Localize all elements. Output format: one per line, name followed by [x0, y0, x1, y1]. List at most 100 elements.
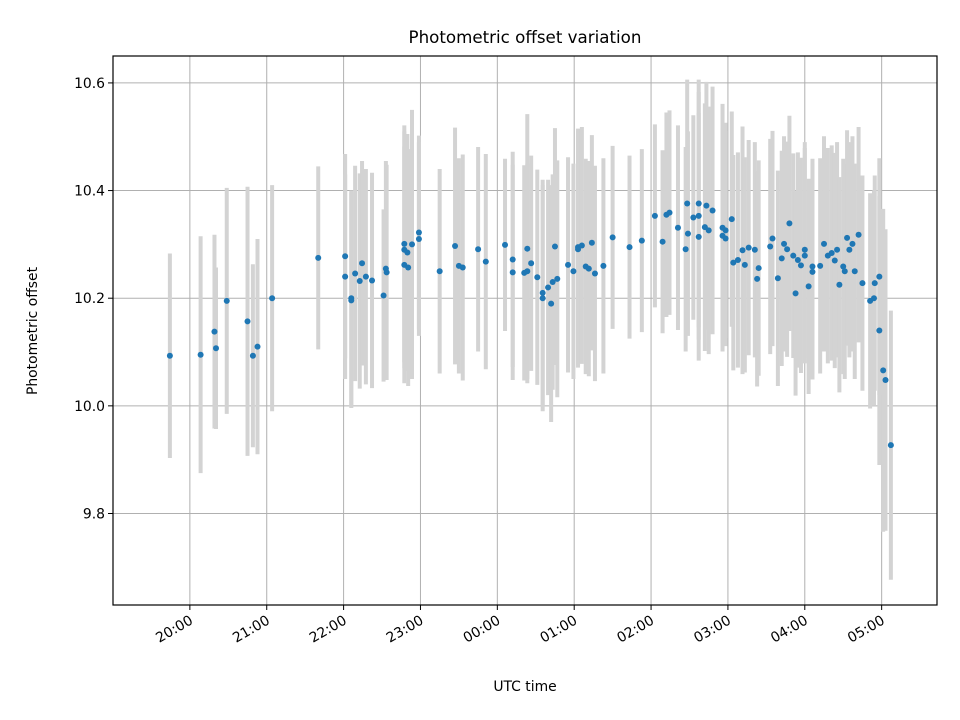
data-point-110	[821, 240, 828, 247]
data-point-98	[784, 246, 791, 253]
data-point-94	[769, 235, 776, 242]
data-point-65	[659, 238, 666, 245]
data-point-79	[709, 207, 716, 214]
data-point-128	[876, 327, 883, 334]
data-point-30	[436, 268, 443, 275]
data-point-74	[695, 212, 702, 219]
data-point-58	[588, 239, 595, 246]
data-point-26	[405, 264, 412, 271]
data-point-61	[609, 234, 616, 241]
data-point-67	[666, 209, 673, 216]
data-point-29	[415, 236, 422, 242]
data-point-116	[840, 263, 847, 270]
data-point-8	[269, 295, 276, 302]
y-axis-label: Photometric offset	[25, 266, 41, 395]
data-point-90	[751, 246, 758, 253]
data-point-99	[786, 220, 793, 227]
data-point-19	[380, 292, 387, 299]
data-point-57	[585, 265, 592, 272]
y-tick-label-3: 10.4	[74, 184, 105, 200]
data-point-51	[565, 261, 572, 268]
data-point-73	[695, 200, 702, 207]
x-axis-label: UTC time	[493, 679, 556, 695]
data-point-84	[728, 216, 735, 223]
data-point-83	[722, 227, 729, 234]
data-point-109	[817, 262, 824, 269]
data-point-46	[545, 284, 552, 291]
data-point-21	[383, 269, 390, 276]
data-point-106	[805, 283, 812, 290]
data-point-16	[359, 260, 366, 267]
data-point-130	[882, 377, 889, 384]
data-point-82	[722, 235, 729, 242]
data-point-115	[836, 281, 843, 288]
data-point-71	[684, 230, 691, 237]
data-point-103	[797, 262, 804, 269]
data-point-121	[851, 268, 858, 275]
data-point-47	[548, 300, 555, 307]
data-point-22	[401, 240, 408, 247]
data-point-55	[578, 242, 585, 249]
data-point-38	[509, 269, 516, 276]
data-point-93	[767, 243, 774, 250]
data-point-15	[356, 277, 363, 284]
data-point-95	[774, 275, 781, 282]
data-point-60	[600, 262, 607, 269]
y-tick-label-1: 10.0	[74, 399, 105, 415]
data-point-41	[524, 245, 531, 252]
data-point-85	[730, 259, 737, 266]
data-point-114	[834, 246, 841, 253]
data-point-86	[734, 256, 741, 263]
data-point-64	[651, 212, 658, 219]
data-point-125	[870, 295, 877, 302]
data-point-40	[524, 268, 531, 275]
data-point-87	[739, 247, 746, 254]
data-point-119	[846, 246, 853, 253]
data-point-43	[534, 274, 541, 281]
data-point-0	[166, 352, 173, 359]
data-point-112	[828, 249, 835, 256]
data-point-11	[342, 273, 349, 280]
data-point-45	[539, 289, 546, 296]
data-point-120	[849, 240, 856, 247]
y-axis-ticks: 9.8 10.0 10.2 10.4 10.6	[74, 76, 113, 523]
data-point-1	[197, 351, 204, 358]
data-point-34	[475, 246, 482, 253]
data-point-108	[809, 263, 816, 270]
data-point-96	[778, 255, 785, 262]
data-point-89	[745, 244, 752, 251]
data-point-70	[684, 200, 691, 207]
data-point-9	[315, 254, 322, 261]
data-point-63	[638, 237, 645, 244]
data-point-97	[781, 240, 788, 247]
data-point-129	[880, 367, 887, 374]
data-point-44	[539, 295, 546, 302]
data-point-37	[509, 256, 516, 263]
data-point-36	[502, 241, 509, 248]
data-point-10	[342, 253, 349, 260]
data-point-42	[528, 260, 535, 267]
data-point-48	[549, 279, 556, 286]
data-point-3	[213, 345, 219, 352]
data-point-113	[831, 257, 838, 264]
data-point-28	[415, 229, 422, 236]
data-point-68	[674, 224, 681, 231]
data-point-54	[575, 246, 582, 253]
data-point-101	[792, 290, 799, 297]
data-point-72	[690, 214, 697, 221]
data-point-52	[570, 268, 577, 275]
data-point-7	[254, 343, 261, 350]
data-point-50	[554, 275, 561, 282]
data-point-91	[754, 275, 761, 282]
data-point-31	[452, 242, 459, 249]
data-point-17	[362, 273, 369, 280]
data-point-77	[703, 202, 710, 209]
data-point-107	[809, 268, 816, 275]
data-point-18	[369, 277, 376, 284]
y-tick-label-0: 9.8	[83, 507, 105, 523]
data-point-105	[801, 246, 808, 253]
y-tick-label-4: 10.6	[74, 76, 105, 92]
plot-area-frame	[112, 55, 938, 606]
data-point-14	[352, 270, 359, 277]
